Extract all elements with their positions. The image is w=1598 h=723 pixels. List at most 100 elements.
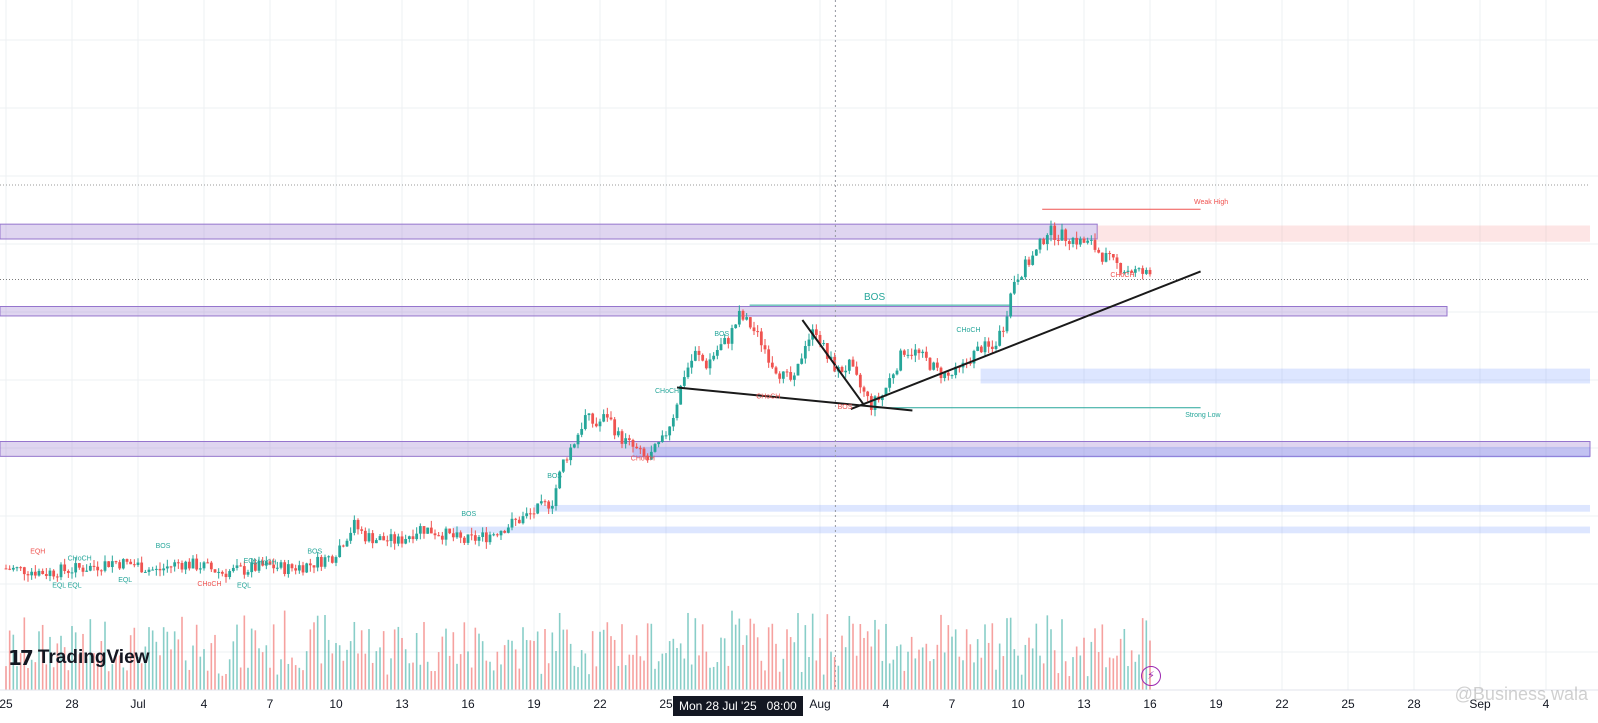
volume-bar [800,671,803,690]
candle-body [657,442,661,445]
volume-bar [1061,619,1063,690]
candle-body [704,360,708,369]
volume-bar [430,671,433,690]
candle-body [451,533,455,538]
tradingview-logo[interactable]: 17 TradingView [8,646,149,670]
volume-bar [720,637,722,690]
weak-high-label: Weak High [1194,199,1228,206]
candle-body [279,562,283,568]
candle-body [591,413,595,424]
volume-bar [1097,652,1100,690]
volume-bar [1068,676,1071,690]
candle-body [352,519,356,533]
candle-body [11,567,15,570]
candle-body [576,434,580,445]
candle-body [679,385,683,405]
candle-body [477,536,481,541]
candle-body [151,569,155,571]
volume-bar [1009,617,1012,690]
volume-bar [778,671,781,690]
candle-body [169,566,173,568]
candle-body [231,567,235,572]
candle-body [1144,269,1148,274]
volume-bar [511,640,513,690]
structure-label: CHoCH [252,559,276,566]
volume-bar [599,631,601,690]
volume-bar [903,670,906,690]
candle-body [550,506,554,509]
volume-bar [360,630,363,690]
volume-bar [782,658,785,690]
candle-body [345,540,349,547]
candle-body [569,447,573,461]
volume-bar [342,660,345,690]
volume-bar [140,663,143,690]
volume-bar [8,630,11,690]
volume-bar [668,641,671,690]
structure-label: CHoCH [68,555,92,562]
structure-label: EQL [52,582,66,589]
volume-bar [973,662,975,690]
candle-body [866,391,870,397]
volume-bar [1006,618,1008,690]
volume-bar [426,661,429,690]
candle-body [818,334,822,344]
structure-label: CHoCH [1110,272,1134,279]
volume-bar [1149,640,1151,690]
candle-body [642,448,646,457]
volume-bar [1050,629,1052,690]
candle-body [378,536,382,541]
candle-body [1119,262,1123,273]
candle-body [1056,239,1060,241]
candle-body [825,343,829,359]
volume-bar [907,651,909,690]
volume-bar [258,648,260,690]
volume-bar [265,645,268,690]
volume-bar [709,667,711,690]
candle-body [209,562,213,570]
time-axis-tick-label: 10 [329,697,343,711]
volume-bar [844,647,847,690]
volume-bar [228,659,231,690]
candle-body [1100,252,1104,262]
candle-body [316,556,320,568]
volume-bar [115,651,117,690]
candle-body [869,396,873,410]
volume-bar [283,610,286,690]
volume-bar [951,636,953,690]
volume-bar [85,658,88,690]
volume-bar [621,624,623,690]
candle-body [206,562,210,564]
candle-body [8,568,12,570]
candle-body [756,331,760,333]
candle-body [763,345,767,350]
candle-body [803,346,807,359]
zone-demand [452,526,1591,534]
volume-bar [841,635,843,690]
candle-body [81,567,85,572]
candle-body [473,535,477,541]
volume-bar [874,619,876,690]
lightning-icon[interactable]: ⚡ [1141,666,1161,686]
candle-body [924,351,928,358]
volume-bar [1123,628,1126,690]
volume-bar [386,674,389,690]
candle-body [77,563,81,568]
candle-body [85,570,89,572]
candle-body [723,338,727,345]
volume-bar [280,659,282,690]
volume-bar [683,658,686,690]
candle-body [1038,238,1042,250]
volume-bar [910,636,913,690]
volume-bar [624,665,627,690]
candle-body [418,526,422,534]
time-axis-tick-label: Jul [130,697,145,711]
time-axis[interactable]: 25 28 Jul 4 7 10 13 16 19 22 25 Aug 4 7 10 13 16 19 22 25 28… [0,689,1598,711]
time-axis-tick-label: Aug [809,697,830,711]
candle-body [246,572,250,575]
candle-body [855,366,859,375]
candle-body [1042,238,1046,245]
volume-bar [122,667,125,690]
